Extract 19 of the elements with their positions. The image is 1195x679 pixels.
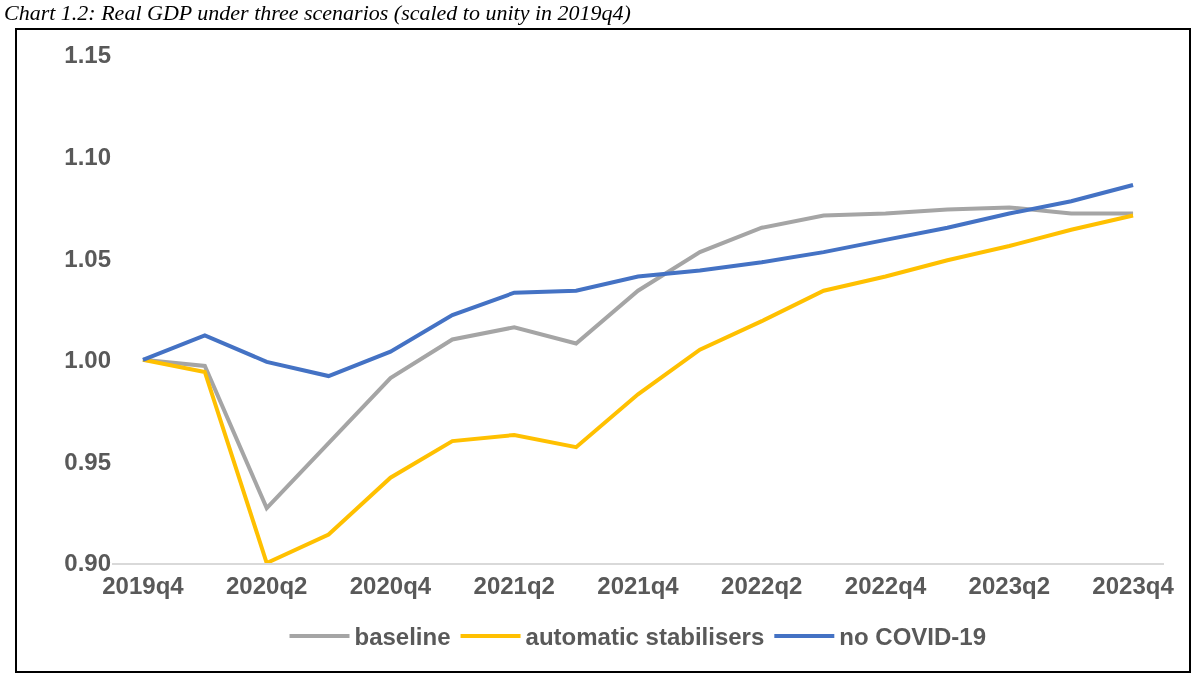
y-tick-label: 1.05 — [64, 244, 111, 272]
x-tick-label: 2020q4 — [349, 571, 432, 599]
x-tick-label: 2021q4 — [597, 571, 680, 599]
y-tick-label: 0.95 — [64, 447, 111, 475]
y-tick-label: 1.10 — [64, 143, 111, 170]
x-tick-label: 2023q2 — [968, 571, 1050, 599]
x-tick-label: 2023q4 — [1092, 571, 1175, 599]
legend-label: baseline — [354, 623, 451, 651]
legend-label: no COVID-19 — [839, 623, 986, 651]
y-tick-label: 1.15 — [64, 41, 111, 69]
line-series — [140, 183, 1136, 379]
x-tick-label: 2022q4 — [844, 571, 927, 599]
x-tick-label: 2021q2 — [473, 571, 555, 599]
y-tick-label: 1.00 — [64, 346, 111, 374]
line-series — [140, 213, 1136, 563]
x-tick-label: 2022q2 — [721, 571, 803, 599]
x-tick-label: 2020q2 — [226, 571, 308, 599]
legend-label: automatic stabilisers — [525, 623, 765, 651]
chart-title: Chart 1.2: Real GDP under three scenarios (scaled to unity in 2019q4) — [4, 0, 631, 26]
